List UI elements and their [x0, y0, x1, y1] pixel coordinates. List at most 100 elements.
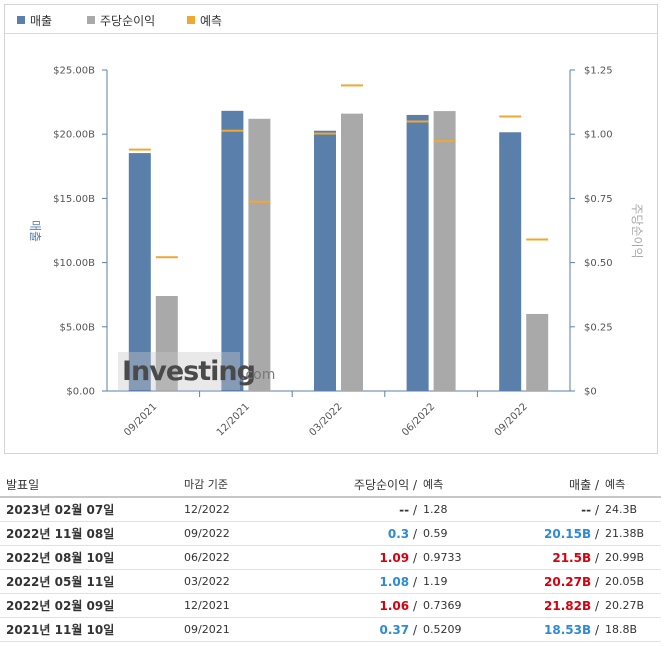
eps-slash: / [412, 598, 417, 613]
cell-period-end: 09/2021 [184, 617, 304, 642]
eps-forecast-marker [433, 140, 456, 143]
earnings-table: 발표일 마감 기준 주당순이익 / 예측 매출 / 예측 2023년 02월 0… [0, 472, 661, 642]
cell-revenue: -- / [503, 497, 599, 522]
table-row: 2022년 05월 11일 03/2022 1.08 /1.19 20.27B /20… [0, 569, 661, 594]
header-revenue-forecast[interactable]: 예측 [599, 472, 661, 498]
cell-revenue-forecast: 18.8B [599, 617, 661, 642]
eps-actual: 1.08 [379, 574, 410, 589]
header-period-end[interactable]: 마감 기준 [184, 472, 304, 498]
right-tick-label: $0.25 [584, 322, 613, 333]
left-tick-label: $0.00 [66, 387, 95, 398]
cell-revenue: 20.15B / [503, 521, 599, 546]
right-tick-label: $0.50 [584, 258, 613, 269]
revenue-forecast-marker [221, 129, 244, 132]
cell-eps: 1.08 / [304, 569, 417, 594]
earnings-table-body: 2023년 02월 07일 12/2022 -- /1.28 -- /24.3B 202… [0, 497, 661, 642]
cell-release-date: 2022년 11월 08일 [0, 521, 184, 546]
eps-bar [526, 313, 549, 391]
revenue-actual: 20.15B [544, 526, 592, 541]
legend-item-forecast[interactable]: 예측 [187, 12, 222, 29]
cell-period-end: 12/2021 [184, 593, 304, 618]
legend-label-eps: 주당순이익 [100, 14, 156, 28]
revenue-slash: / [594, 550, 599, 565]
revenue-slash: / [594, 598, 599, 613]
right-tick-label: $0.75 [584, 194, 613, 205]
cell-eps-forecast: 0.7369 [417, 593, 503, 618]
cell-period-end: 09/2022 [184, 521, 304, 546]
cell-release-date: 2021년 11월 10일 [0, 617, 184, 642]
x-tick-label: 09/2021 [122, 401, 159, 438]
revenue-bar [499, 132, 522, 392]
x-tick-label: 03/2022 [307, 401, 344, 438]
cell-revenue: 20.27B / [503, 569, 599, 594]
header-revenue[interactable]: 매출 / [503, 472, 599, 498]
earnings-bar-chart: $0.00 $5.00B $10.00B $15.00B $20.00B $25.00B $… [28, 66, 644, 439]
cell-release-date: 2022년 05월 11일 [0, 569, 184, 594]
cell-revenue: 18.53B / [503, 617, 599, 642]
right-tick-label: $0 [584, 387, 597, 398]
left-tick-label: $10.00B [53, 258, 95, 269]
eps-actual: 1.06 [379, 598, 410, 613]
cell-eps-forecast: 0.59 [417, 521, 503, 546]
revenue-slash: / [594, 574, 599, 589]
cell-release-date: 2023년 02월 07일 [0, 497, 184, 522]
revenue-bar [314, 130, 336, 391]
legend-swatch-revenue [17, 16, 25, 24]
revenue-forecast-marker [406, 120, 429, 123]
header-eps-label: 주당순이익 [353, 477, 410, 492]
legend-label-revenue: 매출 [30, 14, 53, 28]
table-row: 2022년 11월 08일 09/2022 0.3 /0.59 20.15B /21.… [0, 521, 661, 546]
cell-eps: -- / [304, 497, 417, 522]
legend-item-revenue[interactable]: 매출 [17, 12, 52, 29]
x-tick-label: 12/2021 [215, 401, 252, 438]
revenue-actual: -- [581, 502, 592, 517]
cell-period-end: 12/2022 [184, 497, 304, 522]
revenue-actual: 21.82B [544, 598, 592, 613]
cell-release-date: 2022년 02월 09일 [0, 593, 184, 618]
table-row: 2022년 08월 10일 06/2022 1.09 /0.9733 21.5B /2… [0, 545, 661, 570]
header-eps-slash: / [412, 477, 417, 492]
eps-bar [341, 113, 363, 391]
right-axis-title: 주당순이익 [630, 203, 644, 258]
earnings-table-header: 발표일 마감 기준 주당순이익 / 예측 매출 / 예측 [0, 472, 661, 498]
cell-release-date: 2022년 08월 10일 [0, 545, 184, 570]
eps-actual: 1.09 [379, 550, 410, 565]
eps-slash: / [412, 622, 417, 637]
eps-slash: / [412, 526, 417, 541]
chart-legend: 매출 주당순이익 예측 [5, 5, 657, 34]
eps-forecast-marker [341, 84, 363, 87]
investing-logo-watermark: Investing [122, 356, 256, 387]
eps-actual: 0.3 [387, 526, 410, 541]
revenue-forecast-marker [314, 132, 336, 135]
eps-slash: / [412, 502, 417, 517]
left-tick-label: $20.00B [53, 130, 95, 141]
x-tick-label: 06/2022 [400, 401, 437, 438]
revenue-slash: / [594, 502, 599, 517]
cell-eps: 0.3 / [304, 521, 417, 546]
legend-item-eps[interactable]: 주당순이익 [87, 12, 155, 29]
revenue-forecast-marker [499, 115, 522, 118]
header-release-date[interactable]: 발표일 [0, 472, 184, 498]
eps-forecast-marker [526, 238, 549, 241]
header-revenue-label: 매출 [569, 477, 592, 492]
header-revenue-slash: / [594, 477, 599, 492]
cell-period-end: 06/2022 [184, 545, 304, 570]
header-eps-forecast[interactable]: 예측 [417, 472, 503, 498]
cell-eps: 1.09 / [304, 545, 417, 570]
earnings-chart-panel: 매출 주당순이익 예측 $0.00 $5.00B $10.00B $15.00B $20… [4, 4, 658, 454]
eps-actual: 0.37 [379, 622, 410, 637]
revenue-slash: / [594, 622, 599, 637]
legend-swatch-forecast [187, 16, 195, 24]
cell-revenue-forecast: 24.3B [599, 497, 661, 522]
cell-revenue: 21.5B / [503, 545, 599, 570]
header-eps[interactable]: 주당순이익 / [304, 472, 417, 498]
left-axis-title: 매출 [28, 220, 42, 242]
revenue-actual: 20.27B [544, 574, 592, 589]
left-tick-label: $25.00B [53, 66, 95, 77]
table-row: 2022년 02월 09일 12/2021 1.06 /0.7369 21.82B /… [0, 593, 661, 618]
eps-forecast-marker [248, 200, 271, 203]
eps-bar [155, 295, 178, 391]
revenue-forecast-marker [128, 148, 151, 151]
cell-period-end: 03/2022 [184, 569, 304, 594]
revenue-actual: 21.5B [552, 550, 592, 565]
